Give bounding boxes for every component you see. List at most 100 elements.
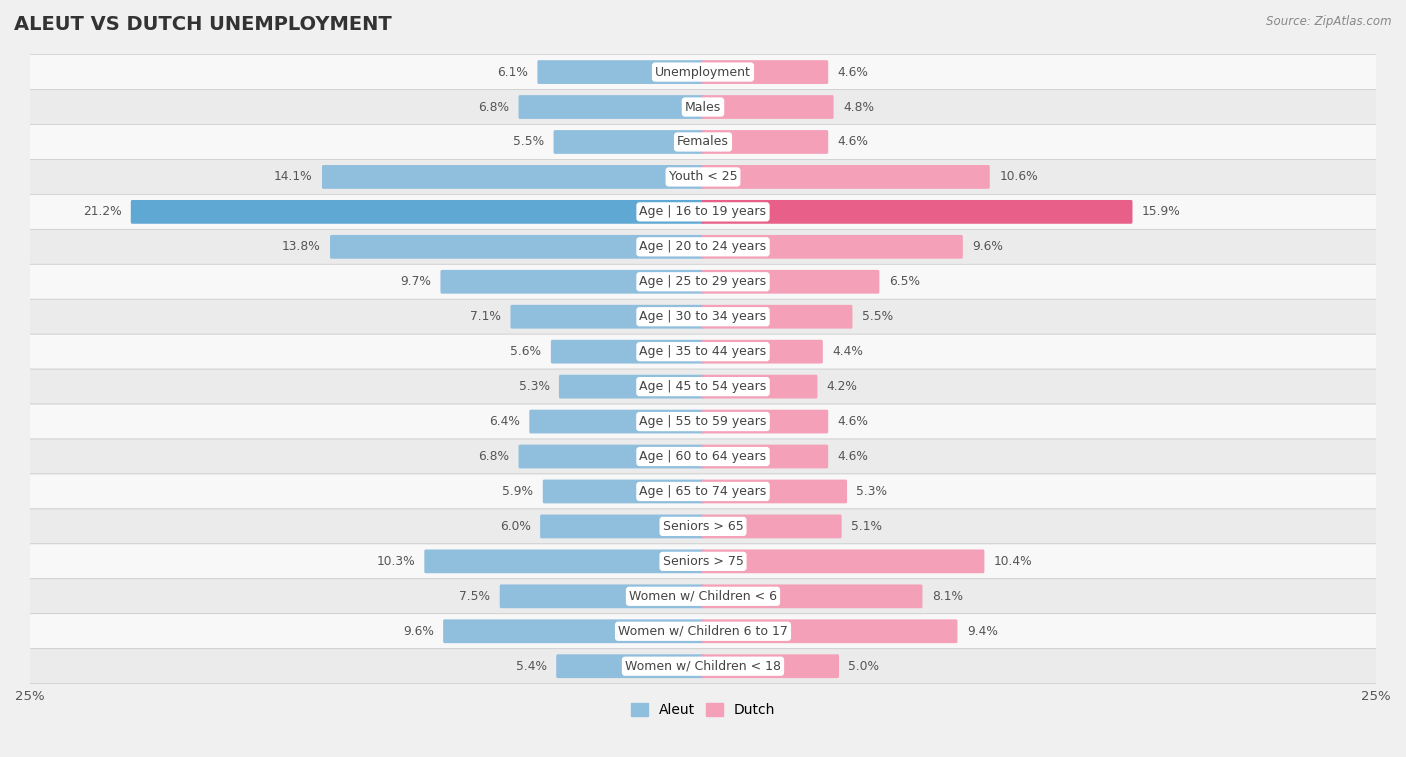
FancyBboxPatch shape — [28, 55, 1378, 89]
Text: 6.0%: 6.0% — [499, 520, 530, 533]
Text: ALEUT VS DUTCH UNEMPLOYMENT: ALEUT VS DUTCH UNEMPLOYMENT — [14, 15, 392, 34]
FancyBboxPatch shape — [28, 614, 1378, 649]
FancyBboxPatch shape — [702, 410, 828, 434]
Text: 5.5%: 5.5% — [862, 310, 893, 323]
FancyBboxPatch shape — [443, 619, 704, 643]
Text: 4.8%: 4.8% — [844, 101, 875, 114]
Text: 6.4%: 6.4% — [489, 415, 520, 428]
Text: Unemployment: Unemployment — [655, 66, 751, 79]
Legend: Aleut, Dutch: Aleut, Dutch — [626, 698, 780, 723]
Text: 9.4%: 9.4% — [967, 625, 998, 637]
Text: 9.6%: 9.6% — [973, 240, 1002, 254]
Text: 6.1%: 6.1% — [498, 66, 529, 79]
Text: Women w/ Children < 18: Women w/ Children < 18 — [626, 659, 780, 673]
Text: 7.5%: 7.5% — [460, 590, 491, 603]
FancyBboxPatch shape — [540, 515, 704, 538]
Text: Age | 65 to 74 years: Age | 65 to 74 years — [640, 485, 766, 498]
FancyBboxPatch shape — [537, 61, 704, 84]
Text: 4.6%: 4.6% — [838, 415, 869, 428]
Text: 4.6%: 4.6% — [838, 450, 869, 463]
Text: Females: Females — [678, 136, 728, 148]
Text: 5.1%: 5.1% — [851, 520, 882, 533]
FancyBboxPatch shape — [28, 195, 1378, 229]
Text: 10.6%: 10.6% — [1000, 170, 1038, 183]
Text: 13.8%: 13.8% — [281, 240, 321, 254]
Text: Age | 55 to 59 years: Age | 55 to 59 years — [640, 415, 766, 428]
Text: Women w/ Children 6 to 17: Women w/ Children 6 to 17 — [619, 625, 787, 637]
FancyBboxPatch shape — [28, 474, 1378, 509]
FancyBboxPatch shape — [499, 584, 704, 608]
FancyBboxPatch shape — [702, 375, 817, 398]
FancyBboxPatch shape — [551, 340, 704, 363]
FancyBboxPatch shape — [28, 299, 1378, 334]
Text: Youth < 25: Youth < 25 — [669, 170, 737, 183]
FancyBboxPatch shape — [28, 89, 1378, 124]
Text: 6.8%: 6.8% — [478, 450, 509, 463]
FancyBboxPatch shape — [702, 550, 984, 573]
Text: Source: ZipAtlas.com: Source: ZipAtlas.com — [1267, 15, 1392, 28]
FancyBboxPatch shape — [330, 235, 704, 259]
FancyBboxPatch shape — [702, 165, 990, 188]
FancyBboxPatch shape — [440, 270, 704, 294]
FancyBboxPatch shape — [28, 334, 1378, 369]
FancyBboxPatch shape — [529, 410, 704, 434]
FancyBboxPatch shape — [560, 375, 704, 398]
Text: 8.1%: 8.1% — [932, 590, 963, 603]
FancyBboxPatch shape — [28, 509, 1378, 544]
FancyBboxPatch shape — [702, 235, 963, 259]
Text: 5.9%: 5.9% — [502, 485, 533, 498]
Text: Males: Males — [685, 101, 721, 114]
FancyBboxPatch shape — [702, 619, 957, 643]
FancyBboxPatch shape — [702, 305, 852, 329]
FancyBboxPatch shape — [702, 480, 846, 503]
FancyBboxPatch shape — [519, 444, 704, 469]
FancyBboxPatch shape — [702, 200, 1132, 224]
FancyBboxPatch shape — [702, 61, 828, 84]
FancyBboxPatch shape — [702, 340, 823, 363]
Text: 5.4%: 5.4% — [516, 659, 547, 673]
Text: Age | 45 to 54 years: Age | 45 to 54 years — [640, 380, 766, 393]
Text: Age | 16 to 19 years: Age | 16 to 19 years — [640, 205, 766, 218]
Text: 5.5%: 5.5% — [513, 136, 544, 148]
Text: 6.5%: 6.5% — [889, 276, 920, 288]
Text: 9.6%: 9.6% — [404, 625, 433, 637]
FancyBboxPatch shape — [28, 544, 1378, 579]
Text: 4.4%: 4.4% — [832, 345, 863, 358]
Text: 5.3%: 5.3% — [519, 380, 550, 393]
FancyBboxPatch shape — [28, 160, 1378, 195]
Text: 4.6%: 4.6% — [838, 66, 869, 79]
Text: 9.7%: 9.7% — [401, 276, 432, 288]
FancyBboxPatch shape — [28, 264, 1378, 299]
Text: Women w/ Children < 6: Women w/ Children < 6 — [628, 590, 778, 603]
FancyBboxPatch shape — [557, 654, 704, 678]
FancyBboxPatch shape — [28, 124, 1378, 160]
FancyBboxPatch shape — [425, 550, 704, 573]
Text: 4.6%: 4.6% — [838, 136, 869, 148]
FancyBboxPatch shape — [28, 369, 1378, 404]
FancyBboxPatch shape — [702, 515, 842, 538]
Text: Age | 30 to 34 years: Age | 30 to 34 years — [640, 310, 766, 323]
Text: 10.3%: 10.3% — [377, 555, 415, 568]
FancyBboxPatch shape — [28, 649, 1378, 684]
FancyBboxPatch shape — [543, 480, 704, 503]
FancyBboxPatch shape — [322, 165, 704, 188]
Text: Age | 35 to 44 years: Age | 35 to 44 years — [640, 345, 766, 358]
Text: Age | 20 to 24 years: Age | 20 to 24 years — [640, 240, 766, 254]
Text: Seniors > 65: Seniors > 65 — [662, 520, 744, 533]
FancyBboxPatch shape — [702, 270, 879, 294]
FancyBboxPatch shape — [702, 444, 828, 469]
Text: Seniors > 75: Seniors > 75 — [662, 555, 744, 568]
FancyBboxPatch shape — [702, 130, 828, 154]
Text: 5.3%: 5.3% — [856, 485, 887, 498]
Text: 6.8%: 6.8% — [478, 101, 509, 114]
Text: 5.6%: 5.6% — [510, 345, 541, 358]
Text: 21.2%: 21.2% — [83, 205, 121, 218]
FancyBboxPatch shape — [28, 439, 1378, 474]
Text: 10.4%: 10.4% — [994, 555, 1032, 568]
FancyBboxPatch shape — [510, 305, 704, 329]
Text: 7.1%: 7.1% — [470, 310, 501, 323]
Text: Age | 25 to 29 years: Age | 25 to 29 years — [640, 276, 766, 288]
Text: 15.9%: 15.9% — [1142, 205, 1181, 218]
Text: 14.1%: 14.1% — [274, 170, 312, 183]
FancyBboxPatch shape — [519, 95, 704, 119]
